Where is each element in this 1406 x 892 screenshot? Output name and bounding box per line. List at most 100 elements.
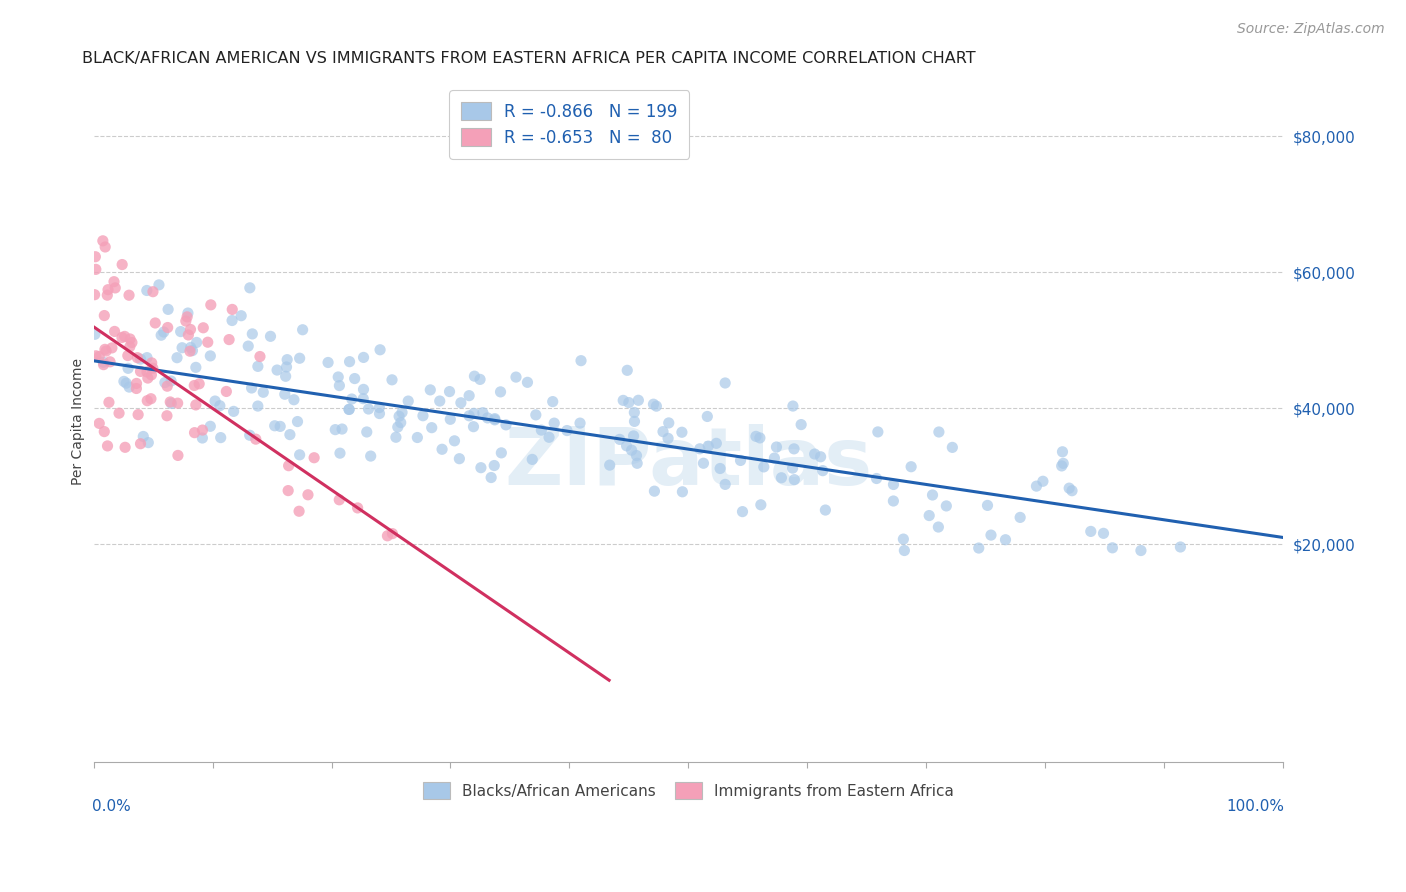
Point [117, 349, 139, 363]
Point [471, 406, 494, 420]
Point [121, 335, 143, 350]
Point [200, 419, 222, 434]
Point [274, 387, 297, 401]
Point [98, 355, 121, 369]
Point [215, 384, 238, 399]
Point [443, 434, 465, 448]
Point [569, 353, 592, 368]
Point [125, 376, 148, 391]
Point [208, 399, 231, 413]
Point [609, 433, 631, 447]
Point [141, 356, 163, 370]
Point [97, 395, 120, 409]
Text: BLACK/AFRICAN AMERICAN VS IMMIGRANTS FROM EASTERN AFRICA PER CAPITA INCOME CORRE: BLACK/AFRICAN AMERICAN VS IMMIGRANTS FRO… [82, 51, 976, 66]
Point [389, 416, 412, 430]
Point [470, 460, 492, 475]
Point [1080, 524, 1102, 539]
Point [111, 330, 134, 344]
Point [1050, 458, 1073, 473]
Point [337, 402, 360, 417]
Point [160, 374, 183, 388]
Point [1052, 456, 1074, 470]
Point [484, 413, 506, 427]
Point [627, 393, 650, 408]
Point [276, 359, 298, 374]
Point [491, 446, 513, 460]
Point [159, 395, 181, 409]
Point [749, 498, 772, 512]
Point [184, 360, 207, 375]
Point [118, 288, 141, 302]
Point [328, 378, 350, 392]
Point [129, 352, 152, 367]
Point [287, 415, 309, 429]
Point [420, 420, 443, 434]
Point [148, 277, 170, 292]
Point [893, 543, 915, 558]
Point [174, 314, 197, 328]
Point [429, 394, 451, 409]
Point [704, 436, 727, 450]
Point [980, 528, 1002, 542]
Point [748, 431, 770, 445]
Point [484, 458, 506, 473]
Point [537, 430, 560, 444]
Point [541, 394, 564, 409]
Point [252, 385, 274, 400]
Point [142, 285, 165, 299]
Point [114, 329, 136, 343]
Point [112, 375, 135, 389]
Point [866, 425, 889, 439]
Point [240, 381, 263, 395]
Point [505, 370, 527, 384]
Point [626, 449, 648, 463]
Point [330, 422, 353, 436]
Point [197, 335, 219, 350]
Point [731, 505, 754, 519]
Point [921, 488, 943, 502]
Point [1052, 444, 1074, 458]
Point [620, 443, 643, 458]
Point [142, 361, 165, 376]
Point [231, 309, 253, 323]
Point [94, 343, 117, 357]
Point [645, 399, 668, 413]
Point [941, 441, 963, 455]
Point [709, 461, 731, 475]
Point [157, 302, 180, 317]
Point [288, 448, 311, 462]
Point [803, 447, 825, 461]
Point [458, 389, 481, 403]
Point [658, 416, 681, 430]
Point [166, 351, 188, 365]
Point [246, 399, 269, 413]
Point [430, 442, 453, 457]
Point [555, 424, 578, 438]
Point [139, 392, 162, 406]
Point [458, 409, 481, 423]
Point [249, 350, 271, 364]
Point [94, 240, 117, 254]
Point [263, 418, 285, 433]
Point [1032, 475, 1054, 489]
Point [328, 492, 350, 507]
Point [259, 329, 281, 343]
Point [297, 488, 319, 502]
Point [96, 439, 118, 453]
Point [697, 439, 720, 453]
Point [643, 397, 665, 411]
Point [125, 382, 148, 396]
Point [84, 262, 107, 277]
Point [181, 343, 204, 358]
Point [277, 483, 299, 498]
Legend: Blacks/African Americans, Immigrants from Eastern Africa: Blacks/African Americans, Immigrants fro… [416, 776, 960, 805]
Point [783, 473, 806, 487]
Point [918, 508, 941, 523]
Point [516, 376, 538, 390]
Point [96, 288, 118, 302]
Point [763, 451, 786, 466]
Point [97, 283, 120, 297]
Point [381, 526, 404, 541]
Point [391, 405, 413, 419]
Point [114, 440, 136, 454]
